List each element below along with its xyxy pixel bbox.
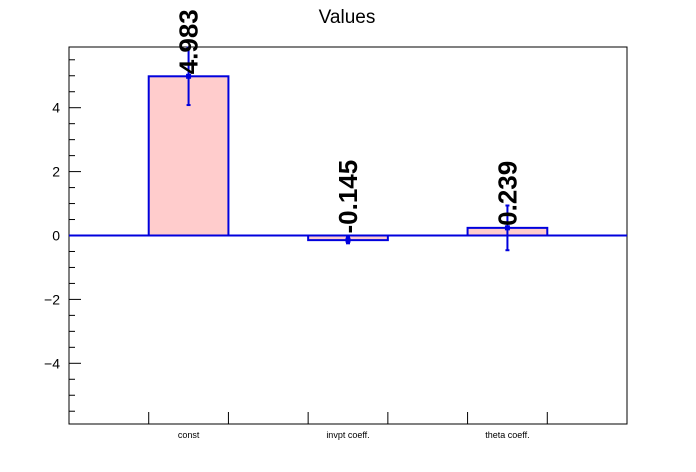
y-tick-label: −4 — [44, 355, 60, 371]
data-label: 0.239 — [492, 161, 522, 226]
x-tick-label: theta coeff. — [485, 430, 529, 440]
x-tick-label: const — [178, 430, 200, 440]
y-tick-label: 4 — [52, 100, 60, 116]
bar-marker — [504, 225, 510, 231]
y-tick-label: 0 — [52, 228, 60, 244]
y-tick-label: −2 — [44, 291, 60, 307]
bars — [69, 46, 627, 252]
bar-marker — [345, 237, 351, 243]
data-label: -0.145 — [333, 160, 363, 234]
chart-title: Values — [319, 7, 376, 28]
data-labels: 4.983 -0.145 0.239 — [174, 9, 523, 233]
x-tick-label: invpt coeff. — [326, 430, 369, 440]
y-tick-label: 2 — [52, 164, 60, 180]
bar-marker — [186, 73, 192, 79]
x-axis: const invpt coeff. theta coeff. — [148, 412, 548, 440]
data-label: 4.983 — [174, 9, 204, 74]
